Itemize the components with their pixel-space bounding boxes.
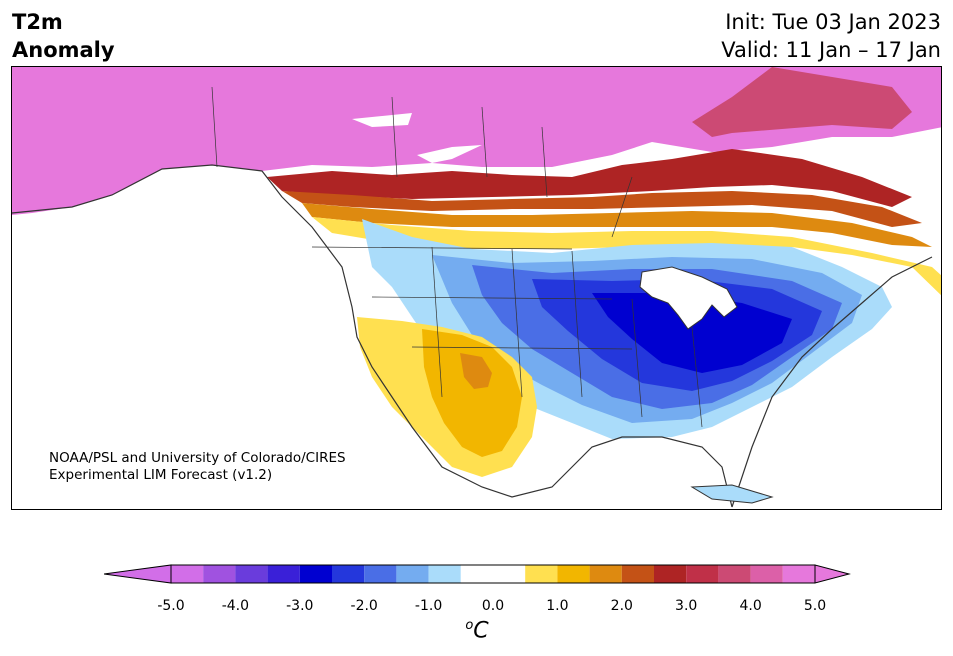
colorbar-under-triangle [104, 564, 172, 584]
anomaly-region-darkblue [592, 293, 792, 373]
colorbar-bin-2 [235, 565, 268, 583]
colorbar-outline [170, 564, 816, 584]
colorbar-over-triangle [814, 564, 851, 584]
anomaly-band-orange [282, 191, 922, 227]
anomaly-region-pink [12, 67, 941, 215]
colorbar-tick-4: -1.0 [414, 598, 443, 614]
title-line-2: Anomaly [12, 38, 115, 62]
colorbar-bin-9 [460, 565, 526, 583]
northern-lake-ice [417, 145, 482, 163]
colorbar-bin-12 [589, 565, 622, 583]
coastline [12, 164, 733, 508]
colorbar-bin-17 [750, 565, 783, 583]
colorbar-bin-18 [782, 565, 815, 583]
forecast-dates: Init: Tue 03 Jan 2023 Valid: 11 Jan – 17… [721, 8, 941, 64]
anomaly-band-red [267, 149, 912, 207]
great-lakes [639, 266, 738, 330]
colorbar-unit-label: oC [465, 618, 488, 643]
colorbar-bin-10 [525, 565, 558, 583]
colorbar-tick-2: -3.0 [286, 598, 314, 614]
colorbar-bin-16 [718, 565, 751, 583]
political-borders [211, 86, 703, 428]
colorbar-bin-0 [171, 565, 204, 583]
colorbar-bin-7 [396, 565, 429, 583]
colorbar-bin-3 [267, 565, 300, 583]
colorbar-bin-6 [364, 565, 397, 583]
colorbar-bin-1 [203, 565, 236, 583]
colorbar-bin-15 [686, 565, 719, 583]
title-line-1: T2m [12, 10, 63, 34]
anomaly-region-west-gold [422, 329, 522, 457]
colorbar-bin-4 [299, 565, 332, 583]
anomaly-region-west-amber [460, 353, 492, 389]
map-title: T2m Anomaly [12, 8, 115, 64]
colorbar-tick-8: 3.0 [675, 598, 698, 614]
east-coastline [731, 256, 933, 508]
anomaly-map [11, 66, 942, 510]
anomaly-band-yellow [312, 217, 941, 296]
colorbar-tick-10: 5.0 [803, 598, 827, 614]
colorbar-bin-5 [332, 565, 365, 583]
credit-text: NOAA/PSL and University of Colorado/CIRE… [49, 450, 346, 484]
colorbar [104, 564, 851, 584]
colorbar-tick-1: -4.0 [221, 598, 250, 614]
colorbar-tick-9: 4.0 [739, 598, 762, 614]
colorbar-tick-3: -2.0 [350, 598, 378, 614]
init-date: Init: Tue 03 Jan 2023 [725, 10, 941, 34]
colorbar-bin-11 [557, 565, 590, 583]
credit-line-2: Experimental LIM Forecast (v1.2) [49, 467, 273, 483]
unit-letter: C [473, 618, 489, 644]
colorbar-bin-14 [654, 565, 687, 583]
valid-date: Valid: 11 Jan – 17 Jan [721, 38, 941, 62]
cuba-outline [690, 484, 774, 504]
colorbar-tick-6: 1.0 [546, 598, 569, 614]
colorbar-bin-13 [621, 565, 654, 583]
map-canvas [12, 67, 941, 508]
anomaly-region-magenta-east [692, 67, 912, 137]
anomaly-band-amber [302, 203, 932, 247]
credit-line-1: NOAA/PSL and University of Colorado/CIRE… [49, 450, 346, 466]
hudson-bay-ice [352, 113, 412, 127]
colorbar-bins [171, 565, 815, 583]
colorbar-tick-7: 2.0 [610, 598, 633, 614]
colorbar-tick-5: 0.0 [481, 598, 505, 614]
colorbar-tick-0: -5.0 [157, 598, 185, 614]
degree-symbol: o [465, 618, 474, 633]
colorbar-bin-8 [428, 565, 461, 583]
